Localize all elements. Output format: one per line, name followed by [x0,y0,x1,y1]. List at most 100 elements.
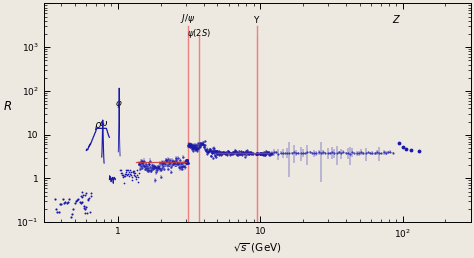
Point [127,173,135,177]
Text: $J/\psi$: $J/\psi$ [180,12,195,25]
Point [65,197,73,201]
Point [62,200,69,204]
Point [256,152,264,156]
Point [120,174,128,178]
Point [128,170,135,174]
Point [122,172,129,176]
Point [78,190,85,194]
Point [80,193,87,197]
Point [126,168,134,172]
Point [67,215,74,219]
Point [79,195,86,199]
Point [117,168,124,172]
Point [253,151,261,155]
Point [134,180,142,184]
Text: $\Upsilon$: $\Upsilon$ [253,14,261,25]
Point [130,168,137,173]
Point [87,191,94,195]
Point [121,174,129,178]
Point [408,148,415,152]
Point [135,175,142,179]
Point [132,174,139,178]
Point [123,170,130,174]
Point [59,197,66,201]
Point [82,205,90,209]
Point [57,202,65,206]
Text: $\rho$: $\rho$ [93,120,101,132]
Point [133,168,141,172]
Point [119,175,127,179]
Text: $Z$: $Z$ [392,13,401,25]
Point [124,168,131,172]
Point [183,158,191,162]
Point [72,199,80,203]
Point [123,173,131,177]
Point [84,198,91,202]
Point [128,178,136,182]
Point [182,159,190,163]
Point [129,170,137,174]
Text: $\psi(2S)$: $\psi(2S)$ [187,27,210,39]
Point [182,158,190,162]
Point [118,171,126,175]
Point [77,201,85,205]
Point [76,200,83,204]
Point [184,161,191,165]
Point [182,161,190,165]
Point [126,170,133,174]
Point [82,191,90,195]
Point [80,206,88,210]
Point [79,200,86,204]
Point [71,201,78,205]
Point [135,171,143,175]
Point [54,210,61,214]
Point [402,147,410,151]
Point [259,151,266,156]
Point [120,181,128,186]
Point [253,151,261,155]
Point [183,158,191,162]
Point [81,211,89,215]
Point [118,168,125,173]
Point [253,151,261,156]
Point [69,207,77,212]
Point [73,198,81,202]
Point [85,196,93,200]
Point [130,171,138,175]
Point [55,209,63,214]
Point [399,145,406,149]
Point [184,159,191,163]
X-axis label: $\sqrt{s}$ (GeV): $\sqrt{s}$ (GeV) [233,241,281,255]
Point [68,212,76,216]
Point [128,174,136,179]
Point [124,172,132,176]
Point [415,149,423,153]
Point [183,161,191,165]
Point [80,204,88,208]
Point [84,197,92,201]
Point [131,171,139,175]
Point [82,192,89,197]
Point [256,151,264,155]
Point [125,174,133,178]
Point [127,172,134,176]
Point [88,194,95,198]
Point [129,169,137,173]
Point [86,210,94,214]
Point [118,173,126,177]
Point [396,141,403,145]
Point [132,177,140,181]
Point [117,171,125,175]
Point [75,197,82,201]
Point [51,197,59,201]
Point [119,173,127,177]
Point [60,201,68,205]
Text: $\phi$: $\phi$ [115,98,123,110]
Point [83,211,91,215]
Y-axis label: $R$: $R$ [3,100,12,113]
Point [182,159,190,163]
Point [56,203,64,207]
Point [131,173,138,177]
Point [125,168,132,172]
Point [253,152,260,156]
